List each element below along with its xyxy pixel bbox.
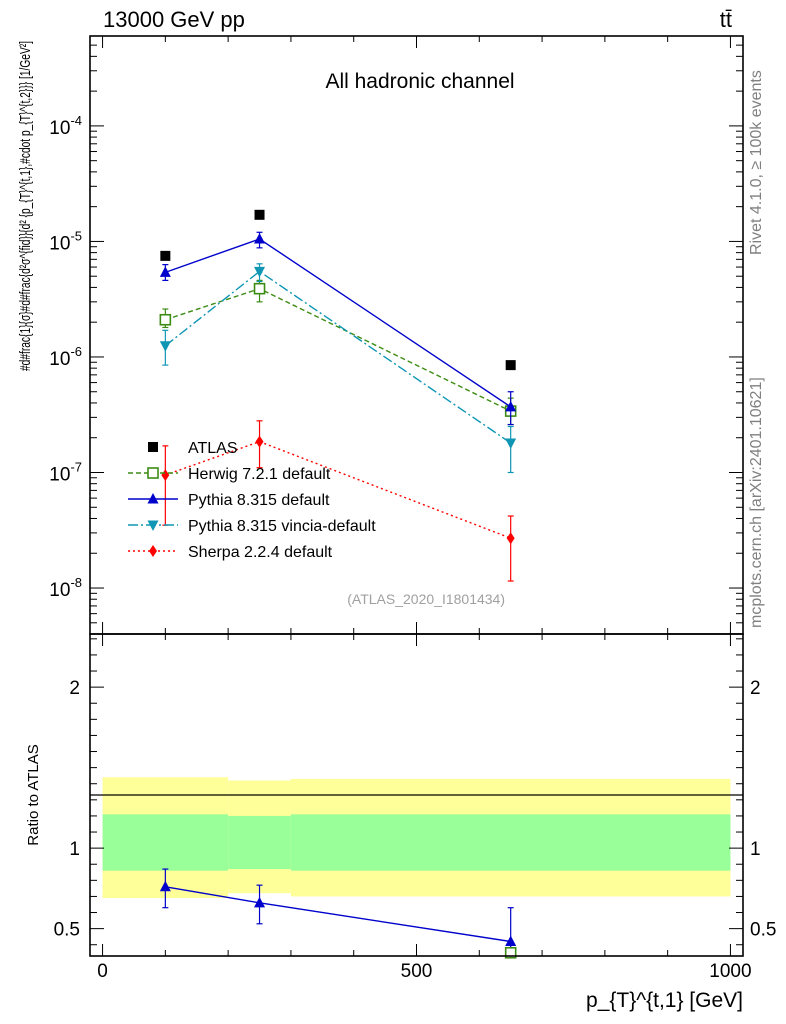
herwig-7-2-1-default-point [253,282,266,295]
sherpa-2-2-4-default-point [161,469,170,482]
main-ytick-label: 10-8 [49,575,82,601]
legend-label-pythia-8-315-vincia-default: Pythia 8.315 vincia-default [188,518,376,535]
main-ytick-label: 10-5 [49,228,82,254]
pythia-8-315-default-point [159,266,171,277]
main-ytick-label: 10-6 [49,344,82,370]
legend-marker-pythia-8-315-vincia-default [147,520,159,531]
process-label: tt̄ [720,7,732,32]
pythia-8-315-vincia-default-point [505,438,517,450]
herwig-7-2-1-default-line [165,287,511,412]
ratio-ytick-label-left: 2 [69,678,80,699]
ratio-axis-ticks [90,634,743,956]
main-series [159,209,517,582]
ratio-ytick-label-right: 1 [750,839,761,860]
main-ylabel: #d#frac{1}{σ}#d#frac{d²σ^{fid}}{d² {p_{T… [17,41,34,371]
pythia-8-315-vincia-default-line [164,270,512,444]
ratio-panel: 0.5 0.5 1 1 2 2 0 500 1000 Ratio to ATLAS p_{T}… [25,633,777,1012]
ratio-plot-frame [89,633,744,957]
ratio-pythia-8-315-default-point [505,935,517,947]
ratio-ytick-label-right: 2 [750,678,761,699]
pythia-8-315-default-line [165,238,512,408]
legend-marker-sherpa-2-2-4-default [149,545,157,557]
main-ytick-label: 10-7 [49,459,82,485]
pythia-8-315-default-point [505,400,517,412]
ratio-ylabel: Ratio to ATLAS [25,744,42,845]
legend-marker-pythia-8-315-default [147,493,159,504]
watermark-label: (ATLAS_2020_I1801434) [347,591,505,607]
herwig-7-2-1-default-point [159,313,172,326]
ratio-herwig-7-2-1-default-point [504,946,517,959]
pythia-8-315-default-point [254,232,266,244]
ratio-pythia-8-315-default-point [159,880,171,892]
main-axis-ticks [90,36,743,635]
sherpa-2-2-4-default-point [506,532,515,545]
main-ytick-label: 10-4 [49,113,82,139]
chart-title: All hadronic channel [325,70,514,93]
ratio-xtick-label: 1000 [709,961,751,982]
ratio-xlabel: p_{T}^{t,1} [GeV] [586,989,743,1012]
ratio-xtick-label: 500 [401,961,433,982]
legend-label-sherpa-2-2-4-default: Sherpa 2.2.4 default [188,544,333,561]
main-panel: All hadronic channel (ATLAS_2020_I180143… [17,35,744,635]
ratio-ytick-label-left: 1 [69,839,80,860]
legend-label-atlas: ATLAS [188,440,238,457]
rivet-label: Rivet 4.1.0, ≥ 100k events [748,70,765,255]
ratio-series [159,868,517,959]
pythia-8-315-vincia-default-point [254,266,266,278]
ratio-band-inner [102,814,229,871]
legend-marker-atlas [148,442,158,452]
atlas-point [160,250,171,261]
sherpa-2-2-4-default-point [255,435,264,448]
ratio-ytick-label-right: 0.5 [750,920,776,941]
ratio-pythia-8-315-default-point [254,896,266,908]
pythia-8-315-vincia-default-point [159,341,171,352]
energy-label: 13000 GeV pp [103,7,245,32]
legend-marker-herwig-7-2-1-default [147,467,159,479]
legend: ATLAS Herwig 7.2.1 default Pythia 8.315 de… [128,440,376,561]
ratio-band-inner [228,815,291,870]
atlas-point [505,360,516,371]
atlas-point [254,209,265,220]
legend-label-pythia-8-315-default: Pythia 8.315 default [188,492,330,509]
ratio-band-inner [290,814,731,871]
ratio-bands [102,777,731,899]
mcplots-label: mcplots.cern.ch [arXiv:2401.10621] [748,377,765,628]
ratio-xtick-label: 0 [97,961,108,982]
ratio-xtick-labels: 0 500 1000 [97,961,751,982]
ratio-ytick-label-left: 0.5 [54,920,80,941]
legend-label-herwig-7-2-1-default: Herwig 7.2.1 default [188,466,331,483]
ratio-ytick-labels: 0.5 0.5 1 1 2 2 [54,678,777,941]
main-ytick-labels: 10-8 10-7 10-6 10-5 10-4 [49,113,82,601]
